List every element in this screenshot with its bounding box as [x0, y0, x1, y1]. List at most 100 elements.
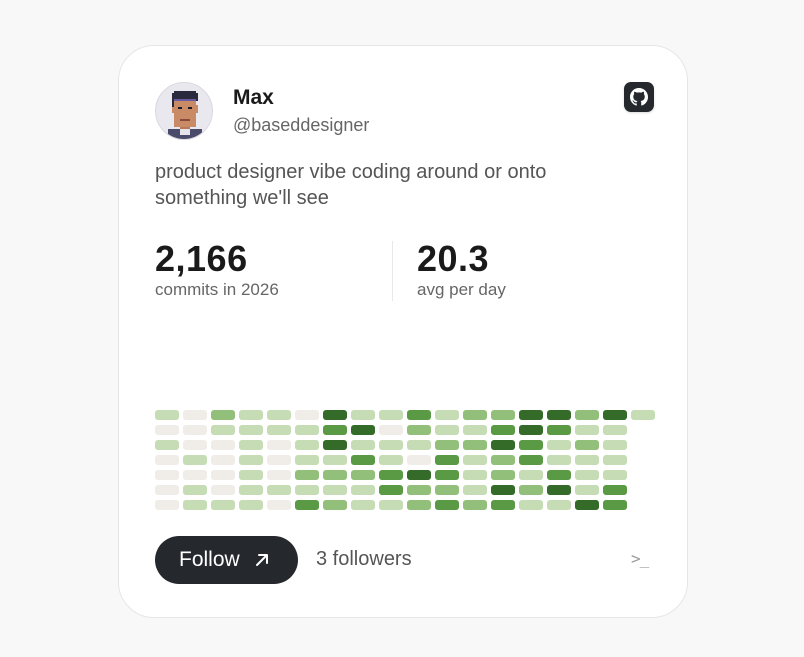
contribution-cell[interactable] [603, 440, 627, 450]
profile-handle[interactable]: @baseddesigner [233, 115, 370, 135]
contribution-cell[interactable] [379, 485, 403, 495]
contribution-cell[interactable] [211, 425, 235, 435]
contribution-cell[interactable] [519, 410, 543, 420]
contribution-cell[interactable] [267, 455, 291, 465]
contribution-cell[interactable] [575, 455, 599, 465]
contribution-cell[interactable] [407, 425, 431, 435]
contribution-cell[interactable] [407, 470, 431, 480]
contribution-cell[interactable] [379, 410, 403, 420]
contribution-cell[interactable] [575, 470, 599, 480]
contribution-cell[interactable] [603, 455, 627, 465]
contribution-cell[interactable] [379, 455, 403, 465]
contribution-cell[interactable] [547, 410, 571, 420]
contribution-cell[interactable] [211, 440, 235, 450]
contribution-cell[interactable] [267, 440, 291, 450]
contribution-cell[interactable] [603, 470, 627, 480]
contribution-cell[interactable] [603, 500, 627, 510]
contribution-cell[interactable] [155, 440, 179, 450]
contribution-cell[interactable] [519, 425, 543, 435]
contribution-cell[interactable] [463, 425, 487, 435]
contribution-cell[interactable] [603, 485, 627, 495]
contribution-cell[interactable] [155, 425, 179, 435]
contribution-cell[interactable] [155, 455, 179, 465]
contribution-cell[interactable] [211, 410, 235, 420]
contribution-cell[interactable] [267, 410, 291, 420]
contribution-cell[interactable] [491, 425, 515, 435]
contribution-cell[interactable] [155, 485, 179, 495]
contribution-cell[interactable] [295, 410, 319, 420]
contribution-cell[interactable] [575, 485, 599, 495]
contribution-cell[interactable] [435, 425, 459, 435]
contribution-cell[interactable] [435, 500, 459, 510]
contribution-cell[interactable] [463, 470, 487, 480]
contribution-cell[interactable] [295, 425, 319, 435]
contribution-cell[interactable] [183, 440, 207, 450]
contribution-cell[interactable] [351, 410, 375, 420]
contribution-cell[interactable] [379, 470, 403, 480]
contribution-cell[interactable] [211, 455, 235, 465]
contribution-cell[interactable] [407, 485, 431, 495]
contribution-cell[interactable] [491, 500, 515, 510]
contribution-cell[interactable] [183, 500, 207, 510]
contribution-cell[interactable] [547, 440, 571, 450]
contribution-cell[interactable] [491, 410, 515, 420]
contribution-cell[interactable] [351, 455, 375, 465]
contribution-cell[interactable] [575, 440, 599, 450]
contribution-cell[interactable] [407, 440, 431, 450]
contribution-cell[interactable] [211, 470, 235, 480]
contribution-cell[interactable] [435, 440, 459, 450]
contribution-cell[interactable] [435, 455, 459, 465]
contribution-cell[interactable] [351, 500, 375, 510]
contribution-cell[interactable] [239, 440, 263, 450]
contribution-cell[interactable] [323, 440, 347, 450]
terminal-icon[interactable]: >_ [631, 549, 649, 568]
contribution-cell[interactable] [491, 485, 515, 495]
contribution-cell[interactable] [323, 470, 347, 480]
contribution-cell[interactable] [463, 455, 487, 465]
contribution-cell[interactable] [379, 440, 403, 450]
contribution-cell[interactable] [547, 470, 571, 480]
contribution-cell[interactable] [239, 425, 263, 435]
follow-button[interactable]: Follow [155, 536, 298, 584]
contribution-cell[interactable] [575, 410, 599, 420]
contribution-cell[interactable] [575, 425, 599, 435]
contribution-cell[interactable] [323, 485, 347, 495]
contribution-cell[interactable] [463, 485, 487, 495]
contribution-cell[interactable] [267, 470, 291, 480]
contribution-cell[interactable] [351, 440, 375, 450]
contribution-cell[interactable] [295, 455, 319, 465]
contribution-cell[interactable] [323, 500, 347, 510]
contribution-cell[interactable] [183, 485, 207, 495]
contribution-cell[interactable] [183, 410, 207, 420]
contribution-cell[interactable] [463, 440, 487, 450]
contribution-cell[interactable] [239, 485, 263, 495]
contribution-cell[interactable] [295, 440, 319, 450]
contribution-cell[interactable] [603, 425, 627, 435]
contribution-cell[interactable] [211, 500, 235, 510]
followers-count[interactable]: 3 followers [316, 548, 412, 570]
contribution-cell[interactable] [463, 410, 487, 420]
contribution-cell[interactable] [491, 440, 515, 450]
contribution-cell[interactable] [407, 455, 431, 465]
contribution-cell[interactable] [267, 500, 291, 510]
contribution-cell[interactable] [435, 470, 459, 480]
contribution-cell[interactable] [435, 410, 459, 420]
contribution-cell[interactable] [183, 470, 207, 480]
contribution-cell[interactable] [239, 455, 263, 465]
github-link-button[interactable] [624, 82, 654, 112]
contribution-cell[interactable] [407, 500, 431, 510]
contribution-cell[interactable] [267, 425, 291, 435]
contribution-cell[interactable] [295, 485, 319, 495]
avatar[interactable] [155, 82, 213, 140]
contribution-cell[interactable] [155, 410, 179, 420]
contribution-cell[interactable] [295, 500, 319, 510]
contribution-cell[interactable] [547, 455, 571, 465]
contribution-cell[interactable] [435, 485, 459, 495]
contribution-cell[interactable] [603, 410, 627, 420]
contribution-cell[interactable] [491, 470, 515, 480]
contribution-cell[interactable] [351, 470, 375, 480]
contribution-cell[interactable] [463, 500, 487, 510]
contribution-cell[interactable] [323, 410, 347, 420]
contribution-cell[interactable] [519, 470, 543, 480]
contribution-cell[interactable] [407, 410, 431, 420]
